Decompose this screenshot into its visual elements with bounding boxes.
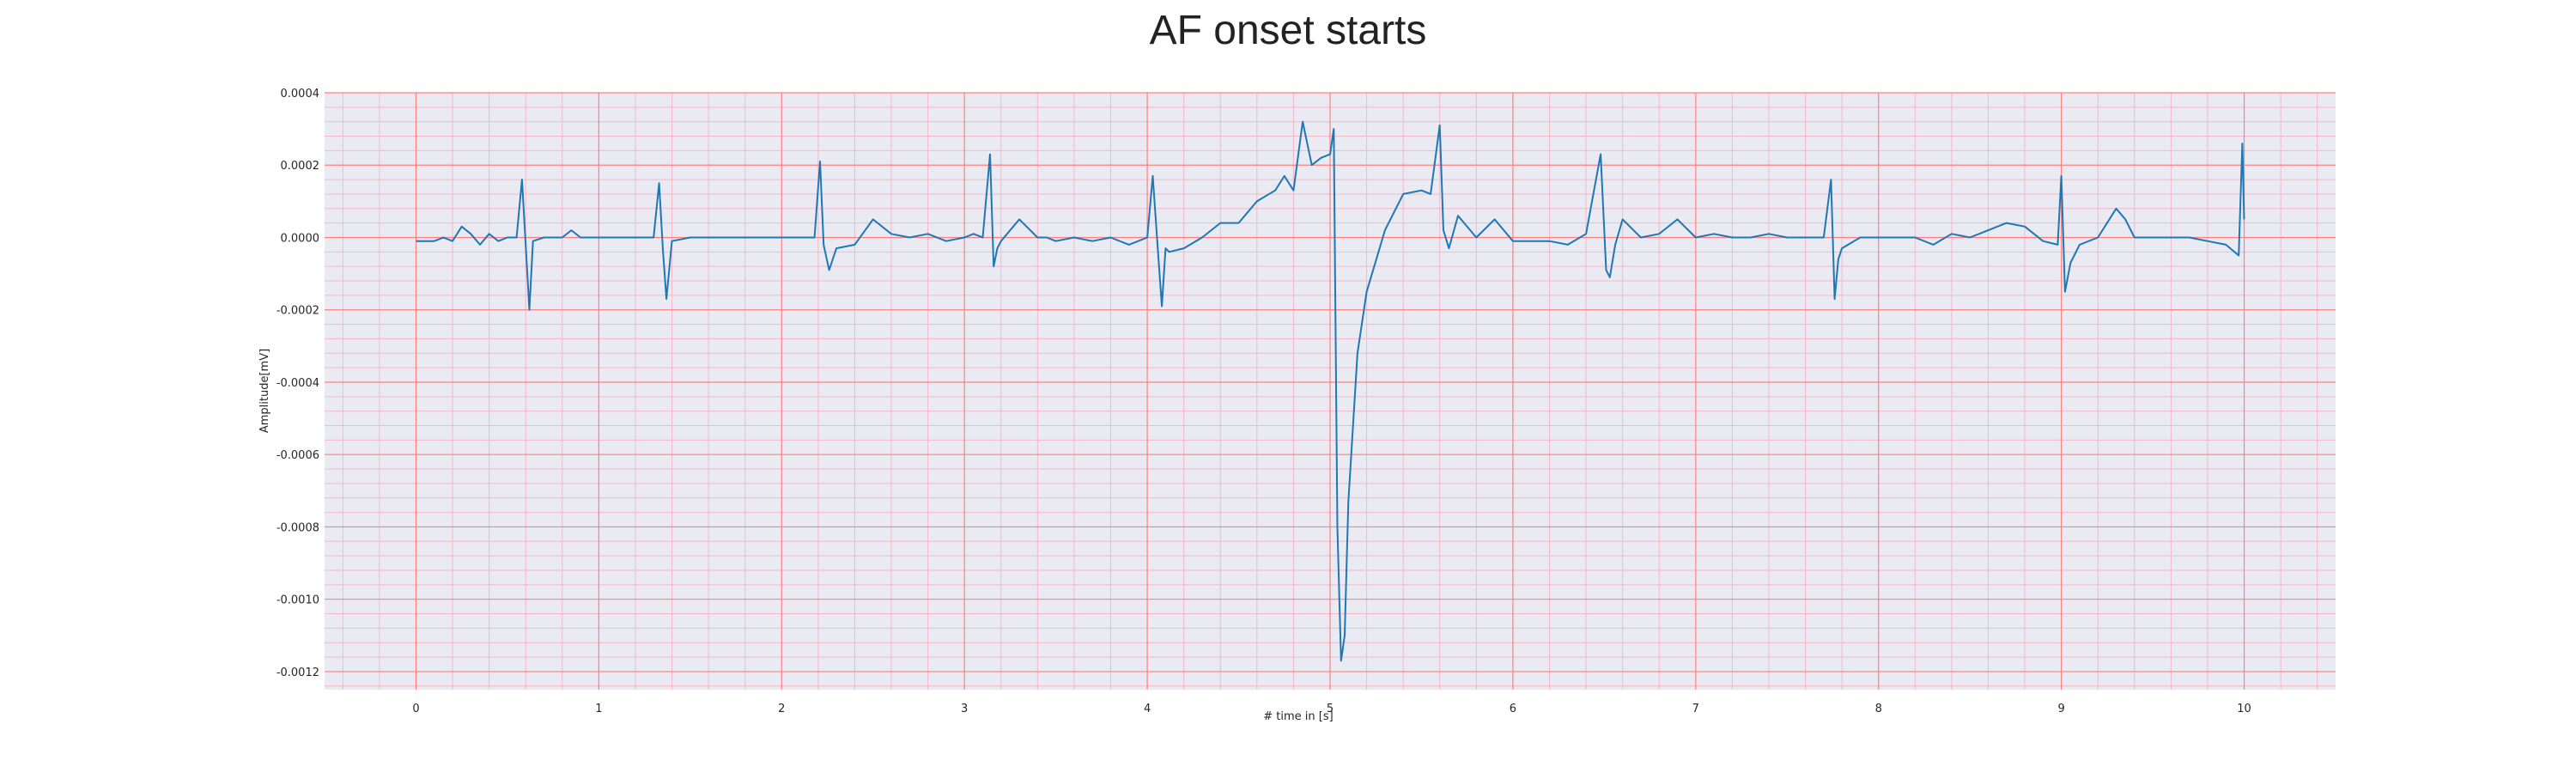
- x-tick-label: 9: [2057, 703, 2064, 715]
- x-tick-label: 5: [1327, 703, 1334, 715]
- x-tick-label: 10: [2237, 703, 2251, 715]
- x-tick-label: 3: [961, 703, 968, 715]
- y-tick-label: 0.0004: [281, 88, 320, 100]
- y-tick-label: 0.0002: [281, 160, 320, 173]
- major-grid: [325, 92, 2336, 690]
- x-tick-label: 6: [1510, 703, 1516, 715]
- y-axis-ticks: 0.0004 0.0002 0.0000 -0.0002 -0.0004 -0.0006 -…: [276, 88, 319, 679]
- y-tick-label: -0.0006: [276, 449, 319, 462]
- x-tick-label: 7: [1692, 703, 1699, 715]
- y-tick-label: -0.0004: [276, 377, 319, 390]
- series-layer: [416, 120, 2245, 662]
- x-tick-label: 4: [1144, 703, 1151, 715]
- ecg-signal-line: [416, 120, 2245, 662]
- x-tick-label: 1: [595, 703, 602, 715]
- y-tick-label: 0.0000: [281, 232, 320, 245]
- y-tick-label: -0.0010: [276, 594, 319, 607]
- y-tick-label: -0.0002: [276, 305, 319, 318]
- x-axis-label: # time in [s]: [1263, 710, 1333, 723]
- y-axis-label: Amplitude[mV]: [258, 349, 271, 433]
- chart-title: AF onset starts: [1149, 8, 1427, 53]
- x-tick-label: 2: [778, 703, 785, 715]
- x-tick-label: 0: [412, 703, 419, 715]
- x-axis-ticks: 0 1 2 3 4 5 6 7 8 9 10: [412, 703, 2251, 715]
- y-tick-label: -0.0008: [276, 521, 319, 534]
- y-tick-label: -0.0012: [276, 666, 319, 679]
- x-tick-label: 8: [1875, 703, 1882, 715]
